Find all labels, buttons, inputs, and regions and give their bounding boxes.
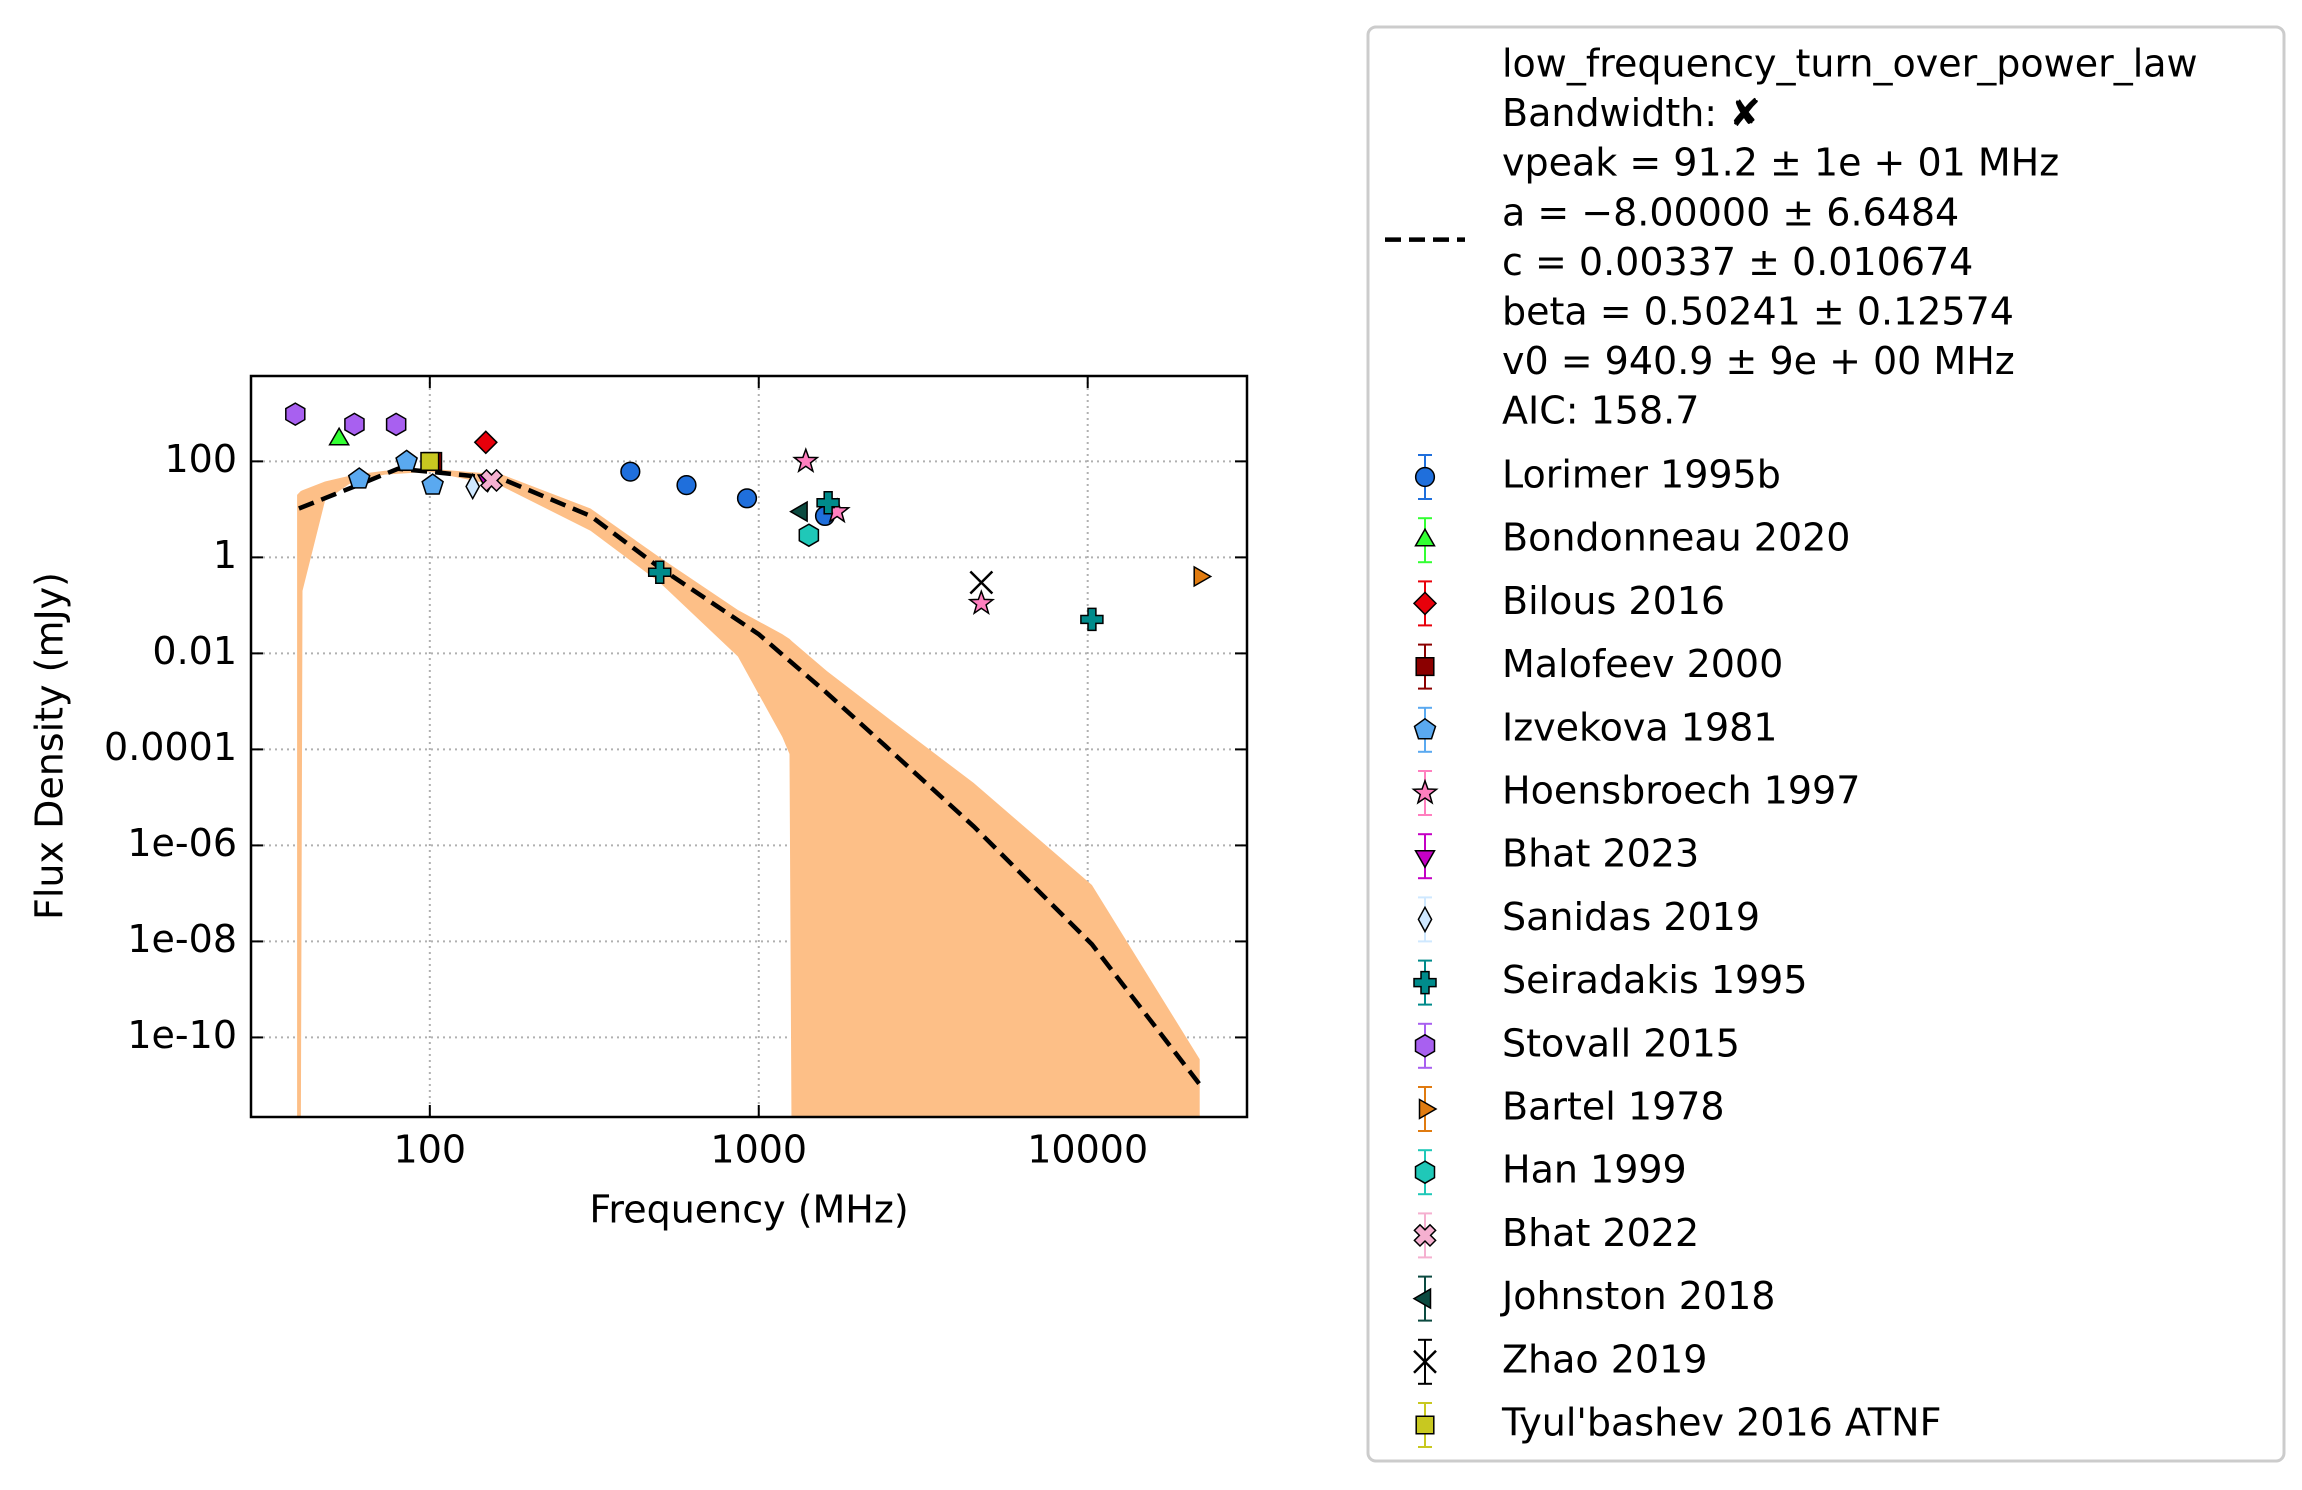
data-point	[798, 523, 820, 548]
legend-text: vpeak = 91.2 ± 1e + 01 MHz	[1502, 141, 2059, 185]
data-point	[385, 412, 407, 437]
legend-text: a = −8.00000 ± 6.6484	[1502, 190, 1959, 234]
data-point	[969, 570, 994, 595]
legend-marker	[1412, 591, 1438, 616]
data-point	[676, 475, 697, 496]
x-tick-label: 10000	[1027, 1128, 1148, 1172]
data-point	[792, 447, 820, 474]
y-tick-label: 0.01	[152, 629, 237, 673]
y-tick-label: 100	[164, 437, 237, 481]
legend-text: Johnston 2018	[1500, 1274, 1775, 1318]
legend-text: Tyul'bashev 2016 ATNF	[1501, 1401, 1941, 1445]
legend-text: beta = 0.50241 ± 0.12574	[1502, 290, 2014, 334]
legend-marker	[1415, 657, 1435, 677]
legend-marker	[1418, 1098, 1438, 1120]
legend-marker	[1414, 527, 1436, 547]
legend-text: low_frequency_turn_over_power_law	[1502, 42, 2198, 86]
data-point	[347, 467, 371, 489]
legend-text: Zhao 2019	[1502, 1337, 1707, 1381]
data-point	[473, 430, 498, 455]
data-point	[285, 402, 306, 426]
legend-text: Bondonneau 2020	[1502, 516, 1850, 560]
legend-text: Lorimer 1995b	[1502, 453, 1781, 497]
data-point	[789, 500, 808, 523]
data-point	[967, 589, 996, 616]
legend-marker	[1413, 717, 1437, 740]
data-point	[465, 472, 481, 501]
y-tick-label: 0.0001	[104, 725, 237, 769]
legend-marker	[1412, 1287, 1432, 1310]
legend-marker	[1417, 905, 1433, 934]
y-tick-label: 1e-10	[127, 1013, 237, 1057]
data-point	[816, 491, 840, 515]
legend-text: Hoensbroech 1997	[1502, 769, 1860, 813]
legend-text: Sanidas 2019	[1502, 895, 1760, 939]
legend-marker	[1413, 1223, 1437, 1248]
x-tick-label: 1000	[710, 1128, 807, 1172]
legend-text: Bhat 2022	[1502, 1211, 1699, 1255]
y-tick-label: 1e-08	[127, 917, 237, 961]
legend-marker	[1413, 1349, 1437, 1374]
legend-marker	[1414, 1160, 1436, 1185]
legend-marker	[1411, 778, 1439, 805]
legend-text: c = 0.00337 ± 0.010674	[1502, 240, 1973, 284]
data-point	[1193, 565, 1213, 588]
legend-text: Bilous 2016	[1502, 579, 1725, 623]
legend-marker	[1413, 970, 1437, 995]
x-axis-label: Frequency (MHz)	[589, 1188, 908, 1232]
data-point	[647, 560, 672, 584]
y-tick-label: 1	[213, 533, 237, 577]
x-tick-label: 100	[394, 1128, 467, 1172]
y-tick-label: 1e-06	[127, 821, 237, 865]
legend-text: AIC: 158.7	[1502, 389, 1699, 433]
fit-uncertainty-band	[297, 468, 1200, 1117]
legend-text: Bandwidth: ✘	[1502, 91, 1761, 135]
data-point	[328, 426, 351, 446]
data-point	[736, 488, 758, 509]
data-point	[479, 468, 504, 493]
legend-marker	[1414, 466, 1436, 488]
data-point	[421, 473, 444, 495]
axes-frame	[249, 374, 1249, 1119]
legend-text: Stovall 2015	[1502, 1021, 1740, 1065]
legend-text: v0 = 940.9 ± 9e + 00 MHz	[1502, 339, 2015, 383]
data-point	[420, 451, 440, 471]
legend-marker	[1414, 849, 1436, 869]
data-point	[395, 449, 418, 472]
legend-text: Malofeev 2000	[1502, 642, 1783, 686]
legend-box	[1366, 25, 2286, 1463]
legend-text: Bhat 2023	[1502, 832, 1699, 876]
legend-text: Seiradakis 1995	[1502, 958, 1808, 1002]
legend-text: Han 1999	[1502, 1148, 1687, 1192]
legend-text: Bartel 1978	[1502, 1085, 1725, 1129]
legend-marker	[1415, 1415, 1435, 1435]
legend-text: Izvekova 1981	[1502, 705, 1777, 749]
legend-marker	[1414, 1033, 1436, 1058]
y-axis-label: Flux Density (mJy)	[28, 572, 72, 920]
data-point	[1080, 607, 1104, 632]
data-point	[344, 412, 365, 437]
plot-area	[285, 402, 1213, 1117]
data-point	[620, 461, 641, 482]
